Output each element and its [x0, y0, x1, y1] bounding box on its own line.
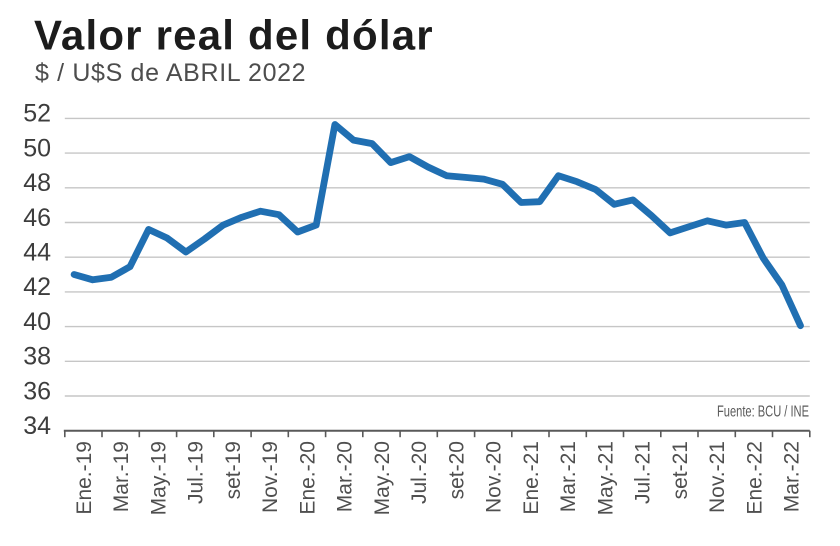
svg-text:50: 50: [23, 134, 51, 162]
svg-text:Nov.-19: Nov.-19: [259, 441, 282, 513]
svg-text:44: 44: [23, 239, 51, 267]
svg-text:Mar.-19: Mar.-19: [110, 441, 133, 512]
svg-text:May.-19: May.-19: [147, 441, 170, 515]
svg-text:Ene.-20: Ene.-20: [296, 441, 319, 515]
svg-text:$ / U$S de ABRIL 2022: $ / U$S de ABRIL 2022: [35, 59, 306, 87]
svg-text:38: 38: [23, 343, 51, 371]
svg-text:Jul.-19: Jul.-19: [185, 441, 208, 504]
svg-text:Nov.-21: Nov.-21: [706, 441, 729, 513]
svg-text:Valor real del dólar: Valor real del dólar: [34, 12, 434, 59]
svg-text:Fuente: BCU / INE: Fuente: BCU / INE: [717, 403, 809, 420]
svg-text:36: 36: [23, 377, 51, 405]
svg-text:48: 48: [23, 169, 51, 197]
svg-text:Ene.-21: Ene.-21: [520, 441, 543, 515]
svg-text:34: 34: [23, 412, 51, 440]
svg-text:Ene.-19: Ene.-19: [73, 441, 96, 515]
svg-text:set-20: set-20: [445, 441, 468, 499]
svg-text:46: 46: [23, 204, 51, 232]
svg-text:Nov.-20: Nov.-20: [483, 441, 506, 513]
svg-text:Mar.-20: Mar.-20: [334, 441, 357, 512]
svg-text:set-21: set-21: [669, 441, 692, 499]
svg-text:52: 52: [23, 100, 51, 128]
svg-text:Mar.-22: Mar.-22: [781, 441, 804, 512]
svg-text:40: 40: [23, 308, 51, 336]
svg-text:Mar.-21: Mar.-21: [557, 441, 580, 512]
svg-text:Jul.-20: Jul.-20: [408, 441, 431, 504]
svg-text:Ene.-22: Ene.-22: [743, 441, 766, 515]
svg-text:42: 42: [23, 273, 51, 301]
svg-text:May.-21: May.-21: [594, 441, 617, 515]
svg-text:set-19: set-19: [222, 441, 245, 499]
svg-text:Jul.-21: Jul.-21: [632, 441, 655, 504]
svg-text:May.-20: May.-20: [371, 441, 394, 515]
